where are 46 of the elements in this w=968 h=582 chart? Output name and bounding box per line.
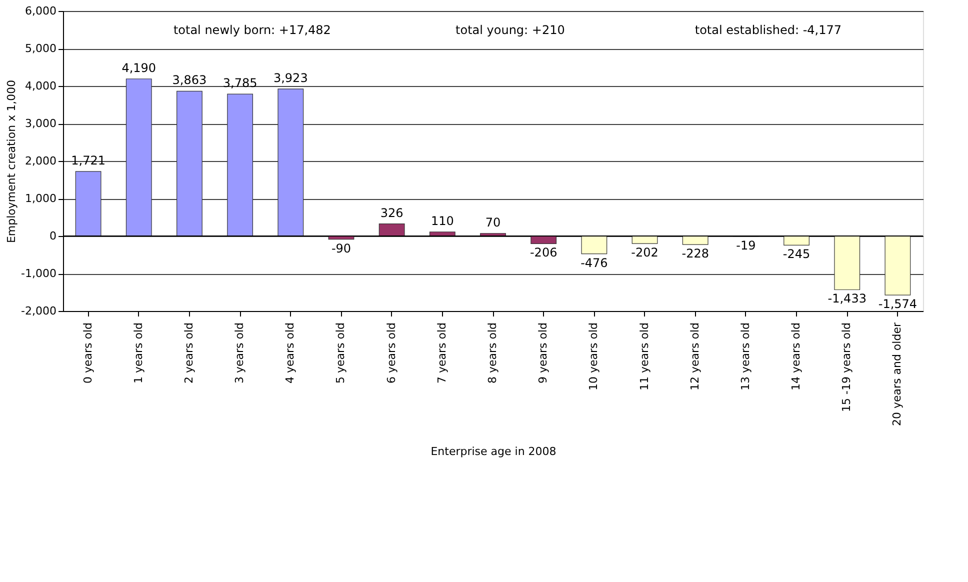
x-tick-label: 10 years old <box>587 322 600 391</box>
data-label: -202 <box>631 246 658 260</box>
x-axis-title: Enterprise age in 2008 <box>430 445 556 458</box>
annotation: total established: -4,177 <box>694 22 842 37</box>
y-tick-label: 3,000 <box>25 117 56 130</box>
x-tick-label: 15 -19 years old <box>840 322 854 412</box>
data-label: -1,574 <box>878 297 918 312</box>
x-tick-label: 3 years old <box>233 322 246 384</box>
y-tick-label: 6,000 <box>25 4 56 18</box>
y-tick-label: 4,000 <box>25 80 56 92</box>
data-label: -228 <box>682 246 709 261</box>
annotation: total young: +210 <box>456 22 565 37</box>
x-tick-label: 14 years old <box>790 322 803 391</box>
y-tick-label: -2,000 <box>21 304 56 318</box>
y-tick-label: 0 <box>50 230 56 242</box>
x-tick-label: 2 years old <box>182 322 196 384</box>
x-tick-label: 12 years old <box>688 322 702 391</box>
data-label: -245 <box>782 247 810 262</box>
y-axis-title: Employment creation x 1,000 <box>5 80 18 244</box>
x-tick-label: 4 years old <box>284 322 297 384</box>
data-label: 3,863 <box>172 73 207 88</box>
data-label: 326 <box>380 206 404 220</box>
x-tick-label: 8 years old <box>486 322 499 384</box>
x-tick-label: 1 years old <box>132 322 145 384</box>
data-label: 3,923 <box>273 70 308 85</box>
y-tick-label: -1,000 <box>21 267 56 280</box>
data-label: -1,433 <box>828 292 866 306</box>
data-label: -206 <box>530 246 558 260</box>
x-tick-label: 7 years old <box>435 322 448 384</box>
x-tick-label: 0 years old <box>81 322 94 384</box>
data-label: 110 <box>430 214 454 228</box>
x-tick-label: 13 years old <box>738 322 752 391</box>
data-label: -476 <box>580 256 608 270</box>
data-label: 4,190 <box>122 60 156 75</box>
y-tick-label: 5,000 <box>25 42 56 55</box>
annotation: total newly born: +17,482 <box>173 22 331 37</box>
x-tick-label: 9 years old <box>536 322 550 384</box>
x-tick-label: 11 years old <box>638 322 651 391</box>
y-tick-label: 2,000 <box>25 154 56 168</box>
data-label: -19 <box>736 238 756 253</box>
data-label: -90 <box>331 241 352 256</box>
x-tick-label: 5 years old <box>334 322 348 384</box>
x-tick-label: 20 years and older <box>890 322 904 426</box>
x-tick-label: 6 years old <box>384 322 398 384</box>
data-label: 70 <box>485 215 501 230</box>
y-tick-label: 1,000 <box>25 192 56 205</box>
